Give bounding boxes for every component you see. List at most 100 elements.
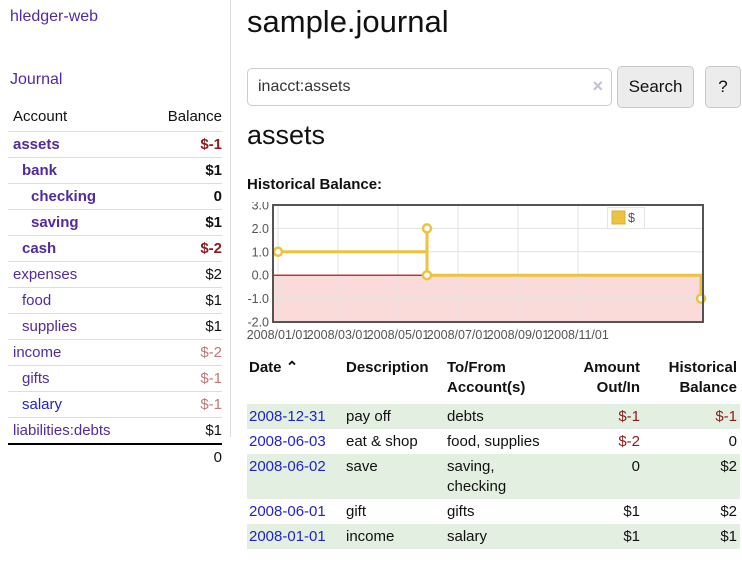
- clear-search-icon[interactable]: ×: [592, 76, 603, 96]
- transaction-date-cell: 2008-06-02: [247, 454, 344, 499]
- sidebar-item-journal[interactable]: Journal: [10, 71, 63, 88]
- account-balance: $1: [147, 157, 222, 184]
- chart-gridlines: [273, 205, 703, 322]
- account-link[interactable]: saving: [31, 214, 79, 231]
- transaction-date-cell: 2008-06-03: [247, 429, 344, 454]
- account-balance: $-1: [147, 365, 222, 392]
- transaction-description: eat & shop: [346, 433, 418, 450]
- search-input[interactable]: [247, 68, 612, 106]
- account-link[interactable]: gifts: [22, 370, 50, 387]
- account-name-cell: gifts: [8, 365, 148, 392]
- chart-title: Historical Balance:: [247, 176, 383, 193]
- transaction-date-link[interactable]: 2008-01-01: [249, 528, 326, 545]
- account-row: gifts $-1: [8, 365, 222, 392]
- transaction-amount: $-1: [618, 408, 640, 425]
- accounts-header-row: Account Balance: [8, 102, 222, 132]
- accounts-total-row: 0: [8, 443, 222, 470]
- chart-legend: $: [607, 207, 645, 229]
- account-name-cell: saving: [8, 209, 148, 236]
- transaction-date-link[interactable]: 2008-06-03: [249, 433, 326, 450]
- transaction-description: income: [346, 528, 395, 545]
- sidebar: hledger-web Journal Account Balance asse…: [0, 0, 230, 582]
- account-name-cell: supplies: [8, 313, 148, 340]
- account-name-cell: liabilities:debts: [8, 417, 148, 444]
- brand-link[interactable]: hledger-web: [10, 8, 99, 25]
- transaction-row: 2008-12-31 pay off debts $-1 $-1: [247, 404, 740, 429]
- account-name-cell: expenses: [8, 261, 148, 288]
- account-link[interactable]: salary: [22, 396, 63, 413]
- transaction-amount: $1: [623, 503, 640, 520]
- help-button[interactable]: ?: [705, 66, 741, 108]
- legend-label: $: [628, 211, 635, 225]
- transaction-balance: 0: [728, 433, 737, 450]
- account-balance: $1: [147, 313, 222, 340]
- transaction-amount: 0: [631, 458, 640, 475]
- svg-text:2.0: 2.0: [252, 222, 269, 236]
- register-header-description: Description: [346, 359, 429, 376]
- svg-text:2008/03/01: 2008/03/01: [307, 328, 370, 342]
- account-row: cash $-2: [8, 235, 222, 262]
- transaction-date-cell: 2008-12-31: [247, 404, 344, 429]
- account-name-cell: salary: [8, 391, 148, 418]
- transaction-balance: $2: [720, 458, 737, 475]
- account-balance: 0: [147, 183, 222, 210]
- transaction-accounts: gifts: [447, 503, 475, 520]
- account-row: income $-2: [8, 339, 222, 366]
- balance-series-markers: [272, 223, 707, 304]
- account-balance: $-1: [147, 391, 222, 418]
- account-link[interactable]: assets: [13, 136, 60, 153]
- search-input-wrap: ×: [247, 68, 612, 106]
- account-row: liabilities:debts $1: [8, 417, 222, 444]
- transaction-accounts: saving, checking: [447, 458, 507, 495]
- transaction-description: pay off: [346, 408, 391, 425]
- transaction-row: 2008-06-01 gift gifts $1 $2: [247, 499, 740, 524]
- transaction-balance: $2: [720, 503, 737, 520]
- account-link[interactable]: bank: [22, 162, 58, 179]
- svg-text:2008/11/01: 2008/11/01: [547, 328, 609, 342]
- chart-y-axis-labels: 3.0 2.0 1.0 0.0 -1.0 -2.0: [247, 202, 269, 330]
- account-link[interactable]: income: [13, 344, 62, 361]
- account-name-cell: bank: [8, 157, 148, 184]
- accounts-header-account: Account: [13, 108, 68, 125]
- search-button[interactable]: Search: [617, 66, 694, 108]
- transaction-accounts: food, supplies: [447, 433, 540, 450]
- transaction-date-link[interactable]: 2008-12-31: [249, 408, 326, 425]
- transaction-amount: $1: [623, 528, 640, 545]
- transaction-date-link[interactable]: 2008-06-01: [249, 503, 326, 520]
- account-name-cell: food: [8, 287, 148, 314]
- account-name-cell: assets: [8, 131, 148, 158]
- sidebar-divider: [230, 0, 231, 437]
- account-row: salary $-1: [8, 391, 222, 418]
- account-link[interactable]: liabilities:debts: [13, 422, 111, 439]
- chart-x-axis-labels: 2008/01/01 2008/03/01 2008/05/01 2008/07…: [247, 328, 609, 342]
- account-balance: $-2: [147, 339, 222, 366]
- account-link[interactable]: checking: [31, 188, 97, 205]
- svg-text:3.0: 3.0: [252, 202, 269, 213]
- svg-text:-2.0: -2.0: [247, 316, 269, 330]
- register-header-accounts: To/From Account(s): [447, 359, 526, 396]
- register-table-body: 2008-12-31 pay off debts $-1 $-1 2008-06…: [247, 404, 740, 549]
- transaction-accounts: salary: [447, 528, 488, 545]
- account-link[interactable]: supplies: [22, 318, 78, 335]
- account-row: bank $1: [8, 157, 222, 184]
- page-title: sample.journal: [247, 4, 449, 39]
- account-link[interactable]: expenses: [13, 266, 78, 283]
- transaction-row: 2008-06-02 save saving, checking 0 $2: [247, 454, 740, 499]
- svg-text:2008/05/01: 2008/05/01: [367, 328, 430, 342]
- account-name-cell: cash: [8, 235, 148, 262]
- sort-ascending-icon: ⌃: [285, 359, 299, 376]
- search-bar: × Search ?: [247, 66, 742, 108]
- register-header-date[interactable]: Date ⌃: [247, 356, 344, 404]
- accounts-header-balance: Balance: [167, 108, 222, 125]
- account-row: assets $-1: [8, 131, 222, 158]
- transaction-amount: $-2: [618, 433, 640, 450]
- account-balance: $-2: [147, 235, 222, 262]
- register-table: Date ⌃ Description To/From Account(s) Am…: [247, 356, 740, 549]
- account-balance: $1: [147, 417, 222, 444]
- account-link[interactable]: food: [22, 292, 52, 309]
- transaction-date-cell: 2008-01-01: [247, 524, 344, 549]
- transaction-row: 2008-06-03 eat & shop food, supplies $-2…: [247, 429, 740, 454]
- transaction-date-link[interactable]: 2008-06-02: [249, 458, 326, 475]
- account-link[interactable]: cash: [22, 240, 57, 257]
- account-balance: $1: [147, 287, 222, 314]
